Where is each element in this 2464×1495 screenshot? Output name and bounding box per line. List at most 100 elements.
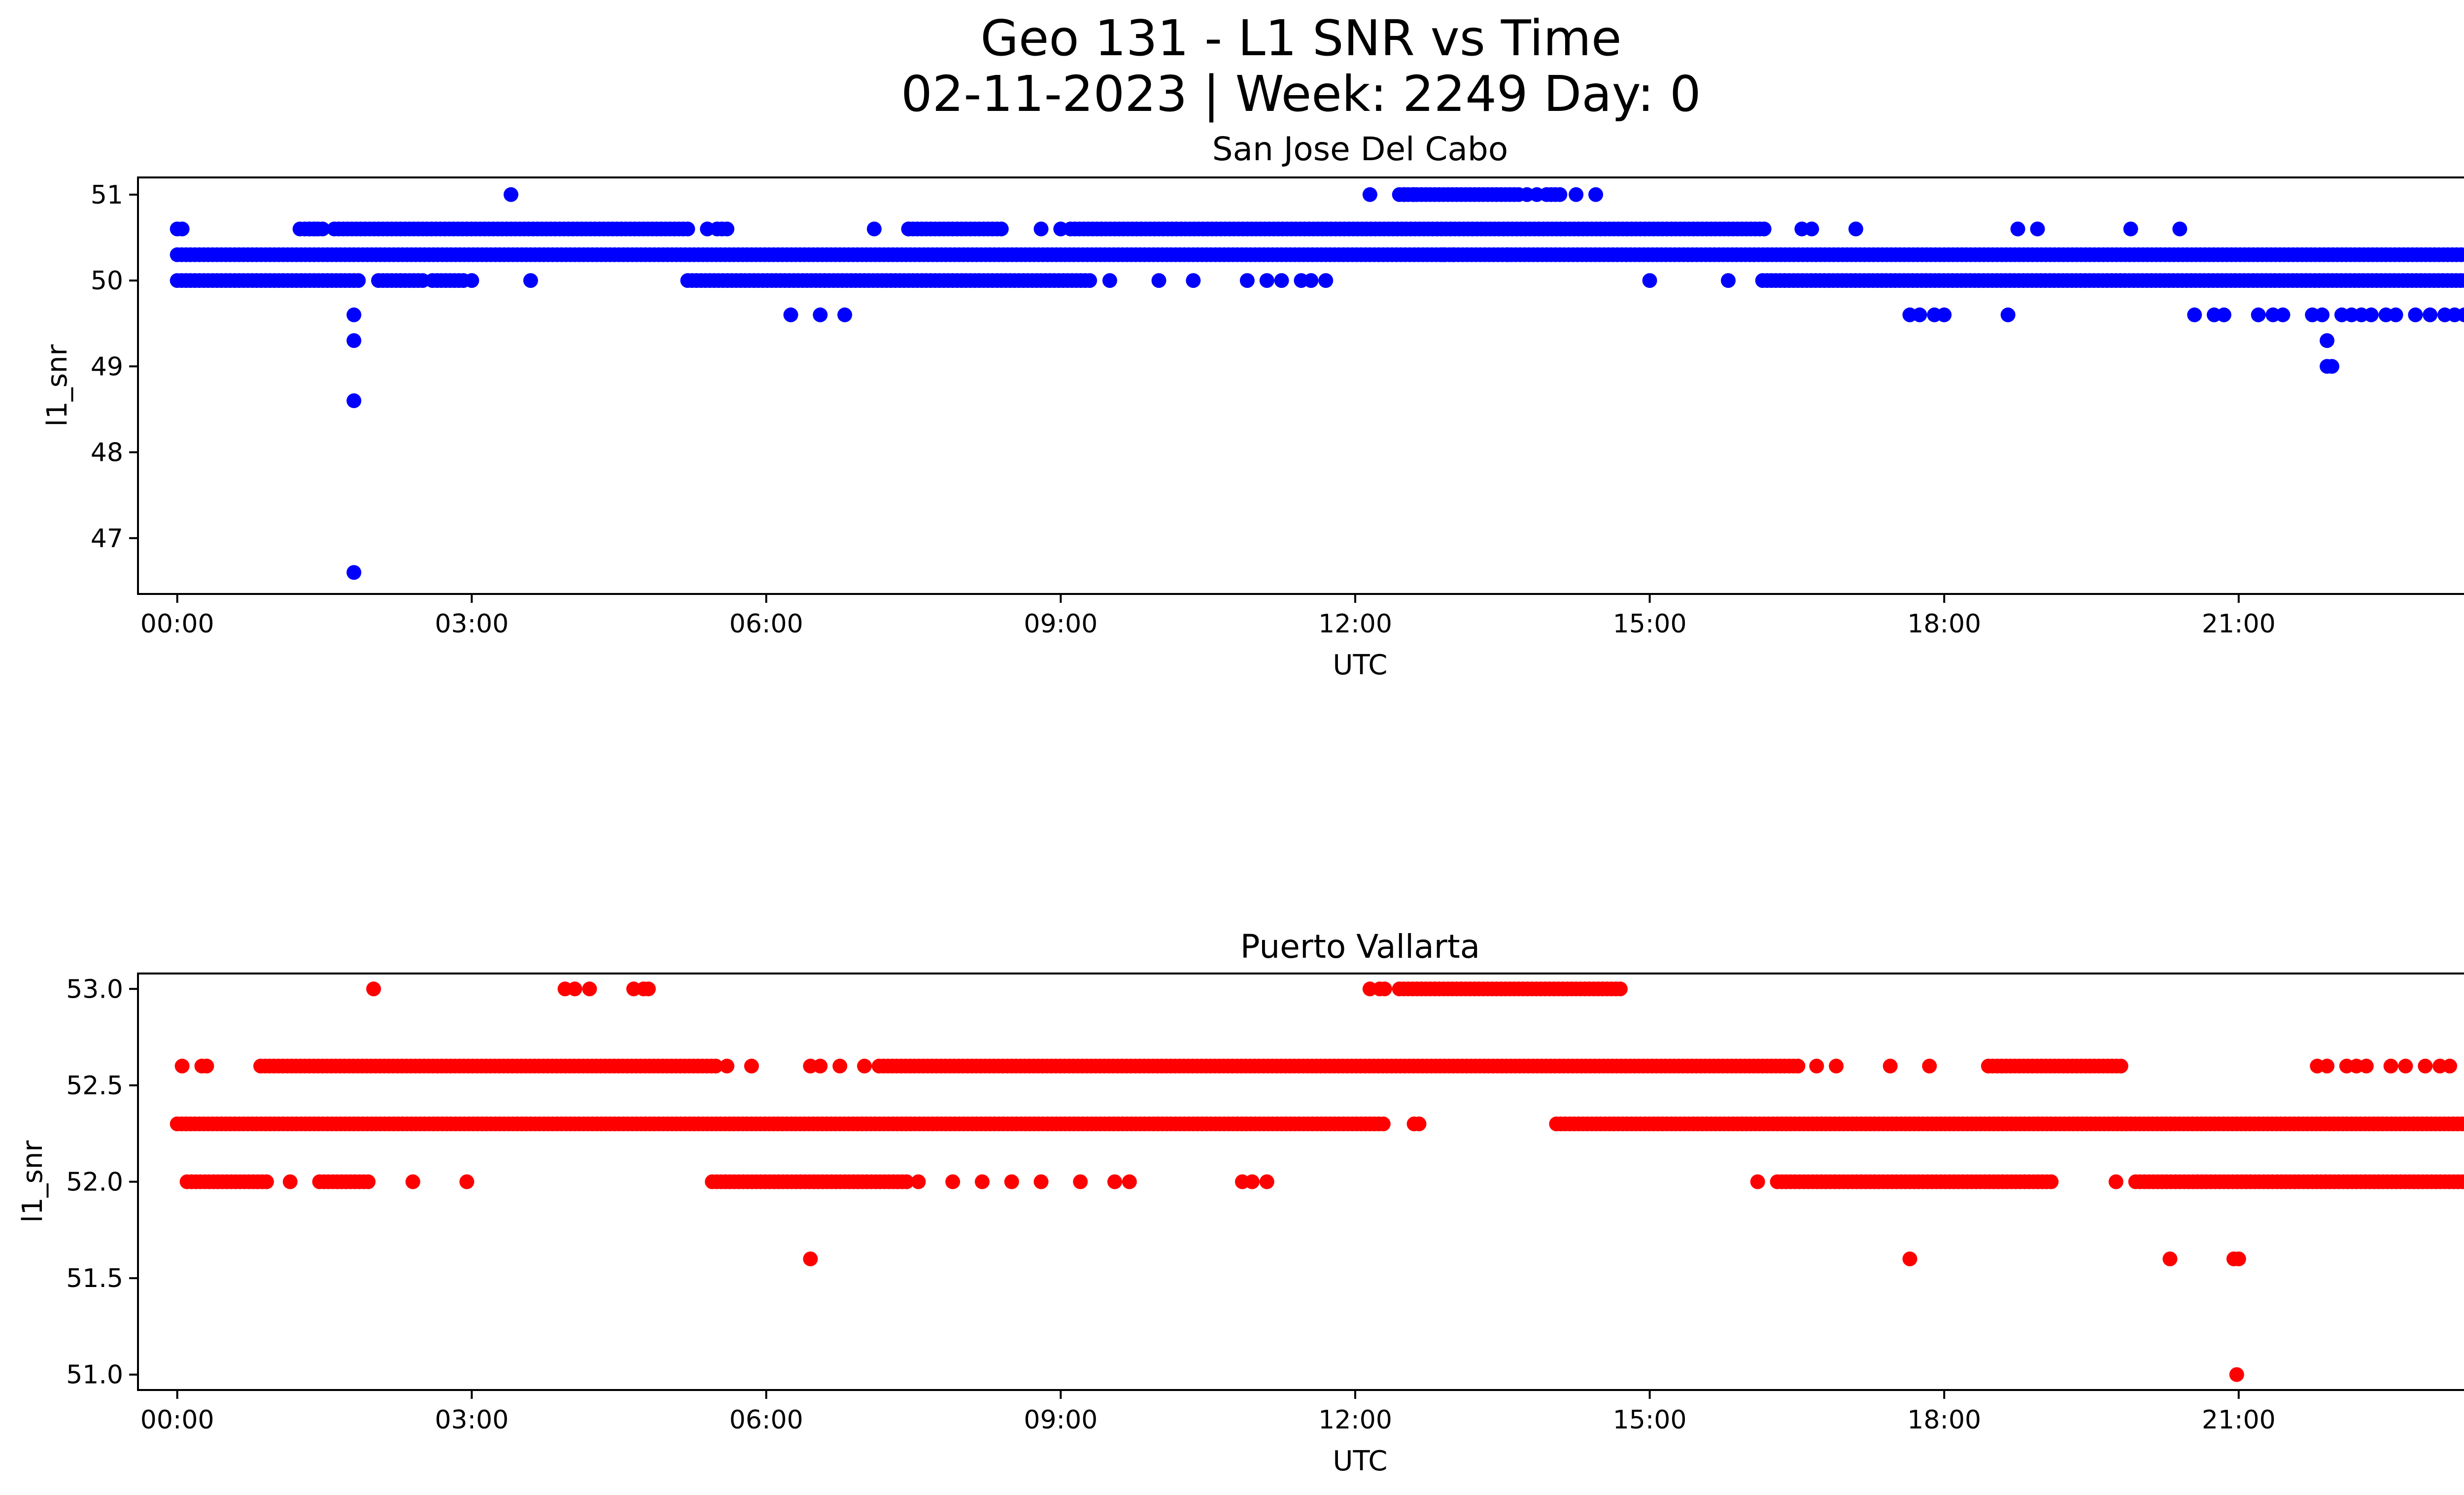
san-jose-del-cabo-x-tick-label: 21:00 (2202, 609, 2276, 639)
puerto-vallarta-data-point (174, 1058, 190, 1074)
san-jose-del-cabo-data-point (346, 307, 362, 322)
san-jose-del-cabo-data-point (813, 307, 828, 322)
puerto-vallarta-data-point (1809, 1058, 1824, 1074)
figure-title-line1: Geo 131 - L1 SNR vs Time (981, 9, 1622, 67)
puerto-vallarta-data-point (1902, 1252, 1917, 1266)
san-jose-del-cabo-data-point (2172, 221, 2188, 237)
puerto-vallarta-data-point (2231, 1252, 2246, 1266)
san-jose-del-cabo-data-point (1804, 221, 1819, 237)
puerto-vallarta-y-axis: 51.0 51.5 52.0 52.5 53.0 (66, 974, 138, 1390)
san-jose-del-cabo-data-point (2325, 359, 2339, 374)
puerto-vallarta-data-point (2442, 1058, 2458, 1074)
san-jose-del-cabo-x-tick-label: 18:00 (1907, 609, 1981, 639)
san-jose-del-cabo-y-tick-label: 49 (91, 352, 123, 382)
puerto-vallarta-data-point (899, 1174, 914, 1189)
san-jose-del-cabo-data-point (783, 307, 798, 322)
puerto-vallarta-data-point (1882, 1058, 1898, 1074)
san-jose-del-cabo-data-point (2458, 273, 2464, 288)
puerto-vallarta-y-tick-label: 51.5 (66, 1264, 123, 1293)
puerto-vallarta-title: Puerto Vallarta (1240, 928, 1480, 966)
san-jose-del-cabo-y-tick-label: 50 (91, 266, 123, 296)
puerto-vallarta-data-point (1259, 1174, 1274, 1189)
puerto-vallarta-data-point (719, 1058, 735, 1074)
puerto-vallarta-data-point (361, 1174, 376, 1189)
puerto-vallarta-plot-frame (137, 973, 2464, 1391)
puerto-vallarta-data-point (2044, 1174, 2059, 1189)
san-jose-del-cabo-data-point (503, 187, 518, 202)
san-jose-del-cabo-data-point (1529, 187, 1544, 202)
san-jose-del-cabo-data-point (1082, 273, 1097, 288)
puerto-vallarta-x-tick-label: 00:00 (140, 1405, 214, 1435)
san-jose-del-cabo-data-point (1274, 273, 1289, 288)
puerto-vallarta-data-point (744, 1058, 759, 1074)
san-jose-del-cabo-data-point (2458, 247, 2464, 262)
puerto-vallarta-y-tick-label: 52.5 (66, 1071, 123, 1101)
san-jose-del-cabo-data-point (1569, 187, 1584, 202)
puerto-vallarta-x-label: UTC (1333, 1445, 1387, 1477)
puerto-vallarta-y-tick-label: 51.0 (66, 1360, 123, 1390)
san-jose-del-cabo-data-point (1151, 273, 1166, 288)
san-jose-del-cabo-data-point (464, 273, 479, 288)
puerto-vallarta-x-tick-label: 12:00 (1318, 1405, 1392, 1435)
san-jose-del-cabo-plot-frame (137, 176, 2464, 595)
puerto-vallarta-points (170, 981, 2464, 1382)
san-jose-del-cabo-data-point (2320, 333, 2335, 348)
san-jose-del-cabo-x-label: UTC (1333, 649, 1387, 681)
san-jose-del-cabo-x-tick-label: 15:00 (1613, 609, 1687, 639)
san-jose-del-cabo-data-point (2388, 307, 2403, 322)
san-jose-del-cabo-data-point (837, 307, 853, 322)
puerto-vallarta-x-tick-label: 15:00 (1613, 1405, 1687, 1435)
san-jose-del-cabo-data-point (2010, 221, 2025, 237)
san-jose-del-cabo-data-point (1303, 273, 1319, 288)
san-jose-del-cabo-x-tick-label: 09:00 (1024, 609, 1098, 639)
puerto-vallarta-data-point (366, 981, 381, 997)
puerto-vallarta-data-point (975, 1174, 990, 1189)
puerto-vallarta-y-tick-label: 52.0 (66, 1168, 123, 1197)
san-jose-del-cabo-data-point (1186, 273, 1201, 288)
san-jose-del-cabo-data-point (719, 221, 735, 237)
puerto-vallarta-data-point (832, 1058, 848, 1074)
san-jose-del-cabo-data-point (1053, 221, 1068, 237)
puerto-vallarta-data-point (259, 1174, 274, 1189)
san-jose-del-cabo-x-tick-label: 03:00 (435, 609, 509, 639)
puerto-vallarta-data-point (2359, 1058, 2374, 1074)
san-jose-del-cabo-panel: San Jose Del Cabo 00:00 03:00 06:00 09:00 12… (41, 130, 2464, 681)
puerto-vallarta-data-point (2383, 1058, 2398, 1074)
puerto-vallarta-data-point (641, 981, 656, 997)
puerto-vallarta-data-point (945, 1174, 960, 1189)
san-jose-del-cabo-data-point (2423, 307, 2438, 322)
puerto-vallarta-data-point (2398, 1058, 2413, 1074)
san-jose-del-cabo-data-point (174, 221, 190, 237)
san-jose-del-cabo-data-point (2000, 307, 2016, 322)
puerto-vallarta-data-point (567, 981, 582, 997)
san-jose-del-cabo-data-point (1239, 273, 1255, 288)
san-jose-del-cabo-y-tick-label: 47 (91, 524, 123, 554)
puerto-vallarta-data-point (1375, 1116, 1391, 1132)
puerto-vallarta-data-point (2418, 1058, 2433, 1074)
san-jose-del-cabo-data-point (1848, 221, 1863, 237)
san-jose-del-cabo-y-axis: 47 48 49 50 51 (91, 180, 138, 554)
puerto-vallarta-data-point (813, 1058, 828, 1074)
san-jose-del-cabo-data-point (1033, 221, 1049, 237)
san-jose-del-cabo-data-point (2123, 221, 2138, 237)
puerto-vallarta-data-point (2108, 1174, 2123, 1189)
san-jose-del-cabo-x-axis: 00:00 03:00 06:00 09:00 12:00 15:00 18:00 21:00… (140, 594, 2276, 639)
puerto-vallarta-x-tick-label: 18:00 (1907, 1405, 1981, 1435)
puerto-vallarta-data-point (1922, 1058, 1937, 1074)
puerto-vallarta-data-point (1033, 1174, 1049, 1189)
puerto-vallarta-data-point (2229, 1367, 2244, 1382)
puerto-vallarta-x-tick-label: 09:00 (1024, 1405, 1098, 1435)
san-jose-del-cabo-data-point (2187, 307, 2202, 322)
puerto-vallarta-data-point (1411, 1116, 1427, 1132)
san-jose-del-cabo-data-point (1500, 247, 1515, 262)
figure-title-line2: 02-11-2023 | Week: 2249 Day: 0 (901, 65, 1701, 123)
san-jose-del-cabo-data-point (2363, 307, 2379, 322)
san-jose-del-cabo-title: San Jose Del Cabo (1212, 130, 1508, 168)
san-jose-del-cabo-data-point (901, 221, 916, 237)
puerto-vallarta-data-point (1107, 1174, 1122, 1189)
puerto-vallarta-data-point (1829, 1058, 1844, 1074)
san-jose-del-cabo-data-point (523, 273, 538, 288)
san-jose-del-cabo-data-point (1912, 307, 1927, 322)
san-jose-del-cabo-y-tick-label: 51 (91, 180, 123, 210)
